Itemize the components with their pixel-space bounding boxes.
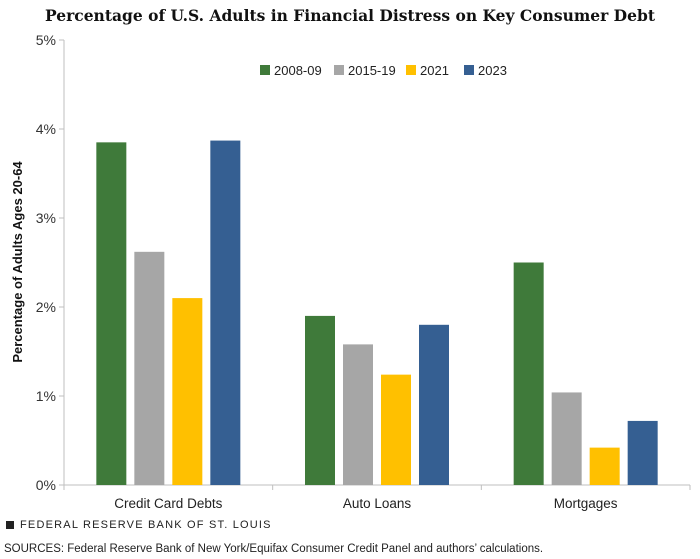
axes: 0% 1% 2% 3% 4% 5% Credit Card Debts Auto Loans M… [36,32,691,511]
y-tick-label: 4% [36,121,56,137]
legend-swatch [464,65,474,75]
legend-swatch [334,65,344,75]
bar-2023-auto-loans [419,324,449,485]
bar-2008-09-auto-loans [305,315,335,485]
y-tick-label: 0% [36,477,56,493]
bar-2021-mortgages [589,447,620,485]
bar-2023-mortgages [627,420,658,485]
legend-label: 2015-19 [348,63,396,78]
x-category-label: Auto Loans [343,496,412,511]
legend-swatch [406,65,416,75]
legend-label: 2008-09 [274,63,322,78]
y-tick-label: 2% [36,299,56,315]
bar-chart: 0% 1% 2% 3% 4% 5% Credit Card Debts Auto Loans M… [10,32,691,511]
bar-2008-09-credit-card-debts [96,142,127,485]
bars [96,140,658,485]
y-tick-label: 5% [36,32,56,48]
legend-swatch [260,65,270,75]
bar-2015-19-mortgages [551,392,582,485]
legend-label: 2023 [478,63,507,78]
fed-brand-text: FEDERAL RESERVE BANK OF ST. LOUIS [20,519,272,531]
bar-2015-19-auto-loans [343,344,373,485]
bar-2015-19-credit-card-debts [134,251,165,485]
y-tick-label: 3% [36,210,56,226]
y-tick-label: 1% [36,388,56,404]
x-category-label: Credit Card Debts [114,496,222,511]
bar-2021-credit-card-debts [172,298,203,485]
legend: 2008-09 2015-19 2021 2023 [260,63,507,78]
x-category-label: Mortgages [554,496,618,511]
bar-2023-credit-card-debts [210,140,241,485]
fed-brand: FEDERAL RESERVE BANK OF ST. LOUIS [6,519,272,531]
legend-label: 2021 [420,63,449,78]
brand-square-icon [6,521,14,529]
bar-2021-auto-loans [381,374,411,485]
bar-2008-09-mortgages [513,262,544,485]
chart-title: Percentage of U.S. Adults in Financial D… [44,6,655,25]
sources-note: SOURCES: Federal Reserve Bank of New Yor… [4,543,544,555]
y-axis-label: Percentage of Adults Ages 20-64 [10,161,25,363]
